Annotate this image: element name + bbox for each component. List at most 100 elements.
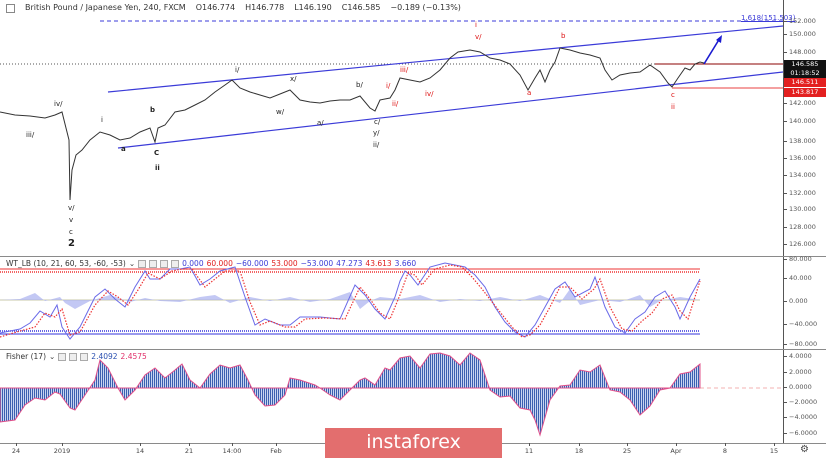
time-label: 14 [135, 447, 145, 455]
fisher-axis[interactable]: 4.0000 2.0000 0.0000 −2.0000 −4.0000 −6.… [783, 350, 826, 443]
ohlc-high: H146.778 [245, 3, 285, 12]
axis-tick: 148.000 [784, 48, 816, 56]
axis-tick: 126.000 [784, 240, 816, 248]
wt-value: 3.660 [394, 259, 417, 268]
wt-lb-axis[interactable]: 80.000 40.000 0.000 −40.000 −80.000 [783, 255, 826, 349]
time-label: Apr [670, 447, 682, 455]
ohlc-low: L146.190 [294, 3, 332, 12]
fisher-svg [0, 352, 783, 437]
fisher-legend: Fisher (17) ⌄ 2.4092 2.4575 [6, 352, 147, 361]
wt-value: 60.000 [206, 259, 233, 268]
pane-separator[interactable] [0, 349, 826, 350]
time-tick [140, 443, 141, 446]
axis-tick: 40.000 [784, 274, 812, 282]
wave-label: c [69, 228, 73, 236]
axis-tick: 0.0000 [784, 383, 812, 391]
wave-label: b [561, 32, 566, 40]
axis-tick: −6.0000 [784, 429, 817, 437]
time-tick [529, 443, 530, 446]
wt-lb-name[interactable]: WT_LB (10, 21, 60, 53, -60, -53) [6, 259, 126, 268]
time-label: 2019 [53, 447, 71, 455]
symbol-title[interactable]: British Pound / Japanese Yen, 240, FXCM [25, 3, 186, 12]
time-tick [232, 443, 233, 446]
ohlc-close: C146.585 [341, 3, 381, 12]
wt-value: 47.273 [336, 259, 363, 268]
wave-label: i [475, 21, 477, 29]
wave-label: v/ [68, 204, 75, 212]
time-label: 14:00 [222, 447, 242, 455]
time-label: 15 [769, 447, 779, 455]
axis-tick: 80.000 [784, 255, 812, 263]
close-icon[interactable] [171, 259, 180, 268]
wave-label: b [150, 106, 156, 114]
wave-label: iii/ [26, 131, 35, 139]
wave-label: v/ [475, 33, 482, 41]
axis-tick: 142.000 [784, 99, 816, 107]
wave-label: b/ [356, 81, 363, 89]
wave-label: a [527, 89, 532, 97]
wt-value: −60.000 [235, 259, 269, 268]
countdown-box: 01:18:52 [784, 69, 826, 78]
wave-label: c [671, 91, 675, 99]
axis-tick: 150.000 [784, 30, 816, 38]
wave-label: a/ [317, 119, 324, 127]
level-box-2: 143.817 [784, 88, 826, 97]
wave-label: v [69, 216, 74, 224]
time-label: 18 [574, 447, 584, 455]
time-tick [579, 443, 580, 446]
level-box-1: 146.511 [784, 78, 826, 87]
axis-tick: 132.000 [784, 189, 816, 197]
wave-label: i [101, 116, 103, 124]
time-tick [189, 443, 190, 446]
wave-label: a [121, 145, 126, 153]
price-axis[interactable]: 152.000 150.000 148.000 142.000 140.000 … [783, 0, 826, 256]
time-tick [627, 443, 628, 446]
pane-separator[interactable] [0, 256, 826, 257]
wt-value: −53.000 [300, 259, 334, 268]
axis-tick: 4.0000 [784, 352, 812, 360]
axis-tick: −4.0000 [784, 413, 817, 421]
axis-tick: 130.000 [784, 205, 816, 213]
price-pane[interactable]: 1.618(151.503) iv/ iii/ i v/ v c 2 a b C… [0, 0, 795, 256]
wt-lb-pane[interactable]: WT_LB (10, 21, 60, 53, -60, -53) ⌄ 0.000… [0, 257, 783, 349]
settings-icon[interactable] [149, 259, 158, 268]
fisher-pane[interactable]: Fisher (17) ⌄ 2.4092 2.4575 [0, 350, 783, 443]
eye-icon[interactable] [58, 352, 67, 361]
axis-tick: 134.000 [784, 171, 816, 179]
fisher-name[interactable]: Fisher (17) [6, 352, 46, 361]
ohlc-open: O146.774 [195, 3, 236, 12]
settings-icon[interactable] [69, 352, 78, 361]
time-label: 24 [11, 447, 21, 455]
chevron-down-icon[interactable]: ⌄ [49, 352, 56, 361]
time-tick [774, 443, 775, 446]
collapse-icon[interactable] [6, 4, 15, 13]
axis-tick: 136.000 [784, 154, 816, 162]
wave-label: iii/ [400, 66, 409, 74]
time-label: Feb [270, 447, 282, 455]
close-icon[interactable] [80, 352, 89, 361]
axis-tick: 138.000 [784, 137, 816, 145]
time-tick [276, 443, 277, 446]
source-icon[interactable] [160, 259, 169, 268]
wt-value: 53.000 [271, 259, 298, 268]
price-chart-svg [0, 20, 783, 201]
fisher-value-1: 2.4092 [91, 352, 118, 361]
eye-icon[interactable] [138, 259, 147, 268]
time-tick [725, 443, 726, 446]
axis-tick: −2.0000 [784, 398, 817, 406]
wt-value: 43.613 [365, 259, 392, 268]
gear-icon[interactable]: ⚙ [800, 444, 809, 455]
axis-tick: 140.000 [784, 117, 816, 125]
time-label: 25 [622, 447, 632, 455]
wave-label: c/ [374, 118, 381, 126]
wave-label: ii/ [373, 141, 380, 149]
instaforex-logo: instaforex [325, 428, 502, 458]
axis-tick: 2.0000 [784, 368, 812, 376]
time-tick [62, 443, 63, 446]
wt-lb-legend: WT_LB (10, 21, 60, 53, -60, -53) ⌄ 0.000… [6, 259, 416, 268]
wave-label: iv/ [425, 90, 434, 98]
chevron-down-icon[interactable]: ⌄ [128, 259, 136, 268]
wave-label: ii/ [392, 100, 399, 108]
wave-label: C [154, 149, 160, 157]
wave-label: ii [155, 164, 160, 172]
